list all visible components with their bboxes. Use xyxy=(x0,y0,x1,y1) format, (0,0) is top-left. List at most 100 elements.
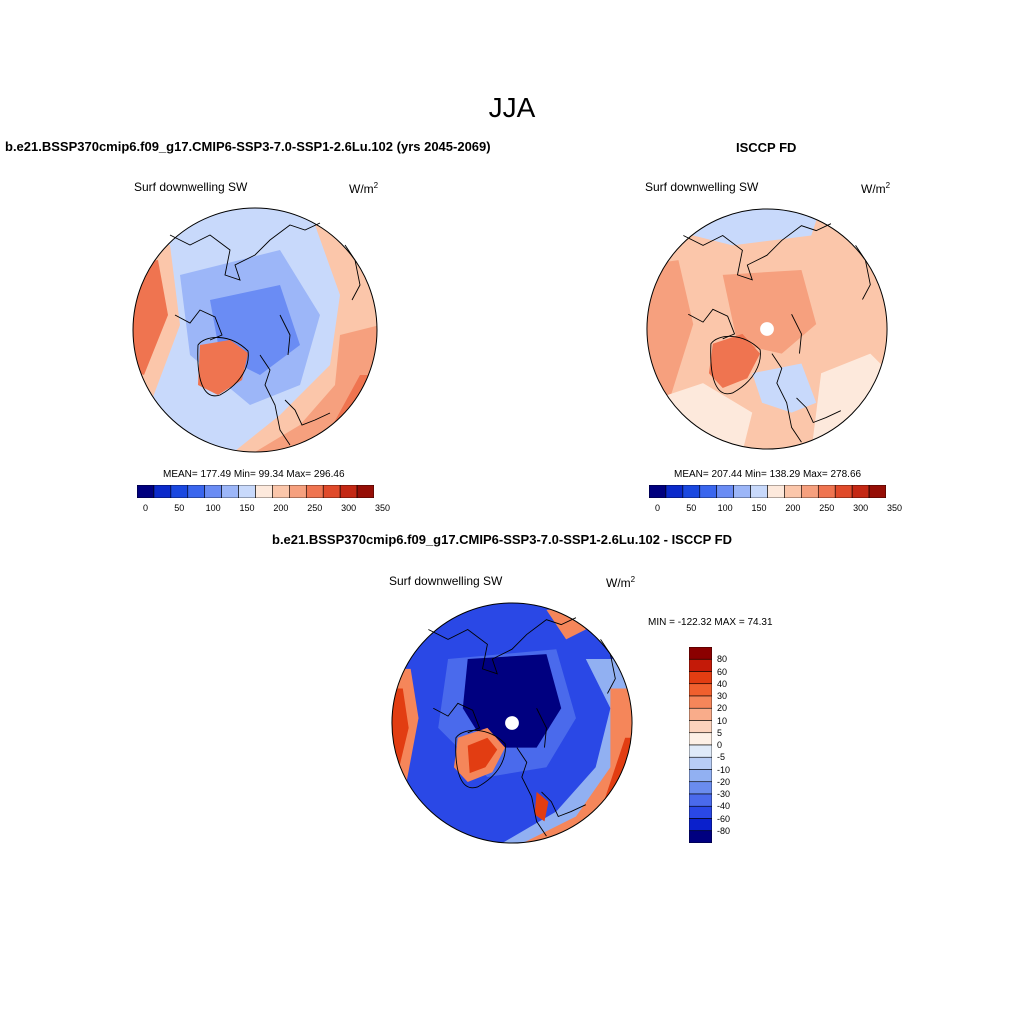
colorbar-tick-label: -5 xyxy=(717,752,726,763)
colorbar-swatch xyxy=(868,485,886,498)
colorbar-tick-label: 50 xyxy=(686,503,697,513)
map-polar-missing-data xyxy=(760,322,774,336)
colorbar-tick-label: -40 xyxy=(717,801,731,812)
colorbar-swatch xyxy=(689,830,712,843)
colorbar-swatch xyxy=(137,485,155,498)
map-coastlines xyxy=(428,617,616,837)
map-field-deep-center xyxy=(462,654,562,748)
panel-model-variable-label: Surf downwelling SW xyxy=(134,180,248,194)
colorbar-swatch xyxy=(689,793,712,807)
colorbar-tick-label: -60 xyxy=(717,813,731,824)
map-boundary xyxy=(391,602,633,844)
colorbar-swatch xyxy=(221,485,239,498)
colorbar-swatch xyxy=(689,720,712,734)
colorbar-swatch xyxy=(817,485,836,498)
colorbar-swatch xyxy=(689,671,712,685)
colorbar-swatch xyxy=(689,707,712,721)
panel-diff-variable-label: Surf downwelling SW xyxy=(389,574,503,588)
colorbar-tick-label: 10 xyxy=(717,715,728,726)
panel-model-colorbar xyxy=(137,485,374,498)
colorbar-tick-label: 350 xyxy=(886,503,902,513)
panel-diff-polar-map xyxy=(391,602,633,844)
panel-diff-colorbar xyxy=(689,647,712,843)
colorbar-swatch xyxy=(689,805,712,819)
colorbar-tick-label: 300 xyxy=(341,503,357,513)
panel-obs-variable-label: Surf downwelling SW xyxy=(645,180,759,194)
colorbar-tick-label: 150 xyxy=(751,503,767,513)
colorbar-swatch xyxy=(356,485,374,498)
colorbar-swatch xyxy=(322,485,341,498)
panel-model-stats: MEAN= 177.49 Min= 99.34 Max= 296.46 xyxy=(163,469,345,480)
colorbar-swatch xyxy=(289,485,307,498)
colorbar-tick-label: 250 xyxy=(819,503,835,513)
map-field-hot-greenland xyxy=(708,333,761,389)
colorbar-tick-label: -30 xyxy=(717,789,731,799)
colorbar-swatch xyxy=(689,818,712,832)
colorbar-swatch xyxy=(851,485,870,498)
colorbar-swatch xyxy=(255,485,273,498)
colorbar-swatch xyxy=(689,683,712,697)
colorbar-tick-label: 200 xyxy=(785,503,801,513)
map-field-hot-greenland xyxy=(467,737,498,774)
map-boundary xyxy=(646,208,888,450)
colorbar-swatch xyxy=(689,781,712,795)
colorbar-swatch xyxy=(689,732,712,746)
map-coastlines xyxy=(169,222,361,446)
map-coastlines xyxy=(683,223,871,443)
panel-obs-title: ISCCP FD xyxy=(736,140,797,155)
panel-obs-units: W/m2 xyxy=(861,181,891,196)
panel-diff-stats: MIN = -122.32 MAX = 74.31 xyxy=(648,617,773,628)
colorbar-swatch xyxy=(187,485,206,498)
panel-obs-colorbar xyxy=(649,485,886,498)
colorbar-swatch xyxy=(750,485,768,498)
panel-diff-units: W/m2 xyxy=(606,575,636,590)
colorbar-swatch xyxy=(689,756,712,770)
colorbar-swatch xyxy=(689,744,712,758)
panel-diff-title: b.e21.BSSP370cmip6.f09_g17.CMIP6-SSP3-7.… xyxy=(272,532,733,547)
colorbar-tick-label: 5 xyxy=(717,727,723,738)
colorbar-tick-label: 80 xyxy=(717,654,728,665)
colorbar-swatch xyxy=(170,485,189,498)
map-polar-missing-data xyxy=(505,716,519,730)
colorbar-tick-label: 60 xyxy=(717,666,728,677)
colorbar-tick-label: 250 xyxy=(307,503,323,513)
colorbar-tick-label: -20 xyxy=(717,776,731,787)
panel-model-polar-map xyxy=(132,207,378,453)
colorbar-swatch xyxy=(699,485,718,498)
panel-model-colorbar-ticks: 0 50 100 150 200 250 300 350 xyxy=(137,503,390,515)
colorbar-swatch xyxy=(238,485,256,498)
panel-model-title: b.e21.BSSP370cmip6.f09_g17.CMIP6-SSP3-7.… xyxy=(5,139,491,154)
colorbar-tick-label: -80 xyxy=(717,825,731,836)
colorbar-swatch xyxy=(153,485,172,498)
colorbar-tick-label: 40 xyxy=(717,678,728,689)
colorbar-swatch xyxy=(689,769,712,783)
panel-obs-stats: MEAN= 207.44 Min= 138.29 Max= 278.66 xyxy=(674,469,862,480)
colorbar-swatch xyxy=(305,485,324,498)
colorbar-swatch xyxy=(801,485,819,498)
panel-obs-colorbar-ticks: 0 50 100 150 200 250 300 350 xyxy=(649,503,902,515)
colorbar-swatch xyxy=(767,485,785,498)
colorbar-tick-label: 30 xyxy=(717,691,728,701)
colorbar-swatch xyxy=(733,485,751,498)
colorbar-swatch xyxy=(689,647,712,660)
colorbar-tick-label: 200 xyxy=(273,503,289,513)
map-boundary xyxy=(132,207,378,453)
colorbar-swatch xyxy=(682,485,701,498)
colorbar-tick-label: 300 xyxy=(853,503,869,513)
colorbar-tick-label: 20 xyxy=(717,703,728,714)
colorbar-swatch xyxy=(784,485,802,498)
colorbar-swatch xyxy=(272,485,290,498)
colorbar-tick-label: 0 xyxy=(654,503,660,513)
colorbar-swatch xyxy=(716,485,734,498)
colorbar-tick-label: -10 xyxy=(717,764,731,775)
colorbar-tick-label: 150 xyxy=(239,503,255,513)
colorbar-swatch xyxy=(649,485,667,498)
colorbar-tick-label: 0 xyxy=(142,503,148,513)
colorbar-tick-label: 0 xyxy=(717,740,723,750)
colorbar-swatch xyxy=(689,658,712,672)
colorbar-tick-label: 100 xyxy=(205,503,221,513)
colorbar-swatch xyxy=(339,485,358,498)
map-field-hot-greenland xyxy=(198,340,248,395)
map-field-cool-atlantic xyxy=(752,363,817,413)
panel-model-units: W/m2 xyxy=(349,181,379,196)
